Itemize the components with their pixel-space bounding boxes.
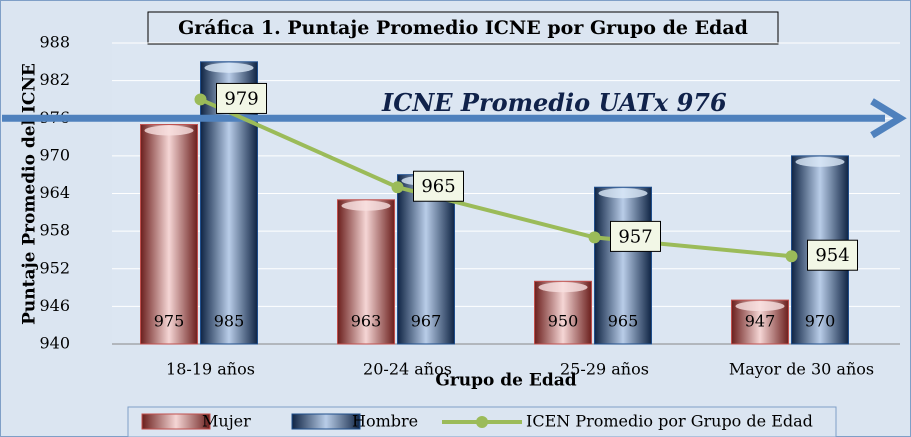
line-point — [588, 231, 601, 244]
legend-label: Mujer — [202, 412, 251, 431]
data-label: 975 — [154, 312, 185, 331]
line-point — [391, 181, 404, 194]
x-tick-label: 18-19 años — [166, 360, 255, 379]
y-axis-label: Puntaje Promedio del ICNE — [20, 63, 40, 325]
data-label: 963 — [351, 312, 382, 331]
bar — [594, 186, 652, 345]
bar-top — [795, 156, 845, 167]
data-label: 947 — [745, 312, 776, 331]
y-tick-label: 964 — [39, 183, 70, 202]
y-tick-label: 946 — [39, 296, 70, 315]
legend-swatch — [291, 413, 361, 430]
legend-label: Hombre — [352, 412, 418, 431]
y-tick-label: 958 — [39, 221, 70, 240]
bar-top — [144, 125, 194, 136]
chart-title: Gráfica 1. Puntaje Promedio ICNE por Gru… — [178, 17, 748, 39]
bar — [337, 199, 395, 345]
bar — [397, 174, 455, 345]
legend-swatch — [476, 416, 488, 428]
bar-top — [538, 282, 588, 293]
reference-arrow — [870, 98, 907, 139]
bar-top — [204, 62, 254, 73]
legend-swatch — [141, 413, 211, 430]
data-label: 965 — [608, 312, 639, 331]
bar-top — [735, 301, 785, 312]
legend-label: ICEN Promedio por Grupo de Edad — [526, 412, 813, 431]
title-box — [147, 11, 779, 45]
data-label-box — [216, 82, 267, 114]
y-tick-label: 970 — [39, 145, 70, 164]
x-tick-label: Mayor de 30 años — [729, 360, 874, 379]
data-label: 950 — [548, 312, 579, 331]
x-tick-label: 20-24 años — [363, 360, 452, 379]
data-label-box — [807, 239, 858, 271]
line — [199, 97, 792, 259]
y-tick-label: 988 — [39, 33, 70, 52]
y-tick-label: 952 — [39, 258, 70, 277]
x-tick-label: 25-29 años — [560, 360, 649, 379]
data-label: 965 — [421, 176, 455, 197]
x-axis-label: Grupo de Edad — [435, 371, 576, 391]
line-point — [785, 250, 798, 263]
bar-top — [341, 200, 391, 211]
data-label: 979 — [224, 88, 258, 109]
data-label: 985 — [214, 312, 245, 331]
data-label-box — [610, 220, 661, 252]
line-point — [194, 93, 207, 106]
y-tick-label: 940 — [39, 334, 70, 353]
data-label: 967 — [411, 312, 442, 331]
data-label: 957 — [618, 226, 652, 247]
bar-top — [598, 188, 648, 199]
data-label: 954 — [815, 245, 849, 266]
bar — [140, 124, 198, 345]
y-tick-label: 982 — [39, 70, 70, 89]
data-label-box — [413, 170, 464, 202]
data-label: 970 — [805, 312, 836, 331]
reference-label: ICNE Promedio UATx 976 — [381, 88, 727, 117]
